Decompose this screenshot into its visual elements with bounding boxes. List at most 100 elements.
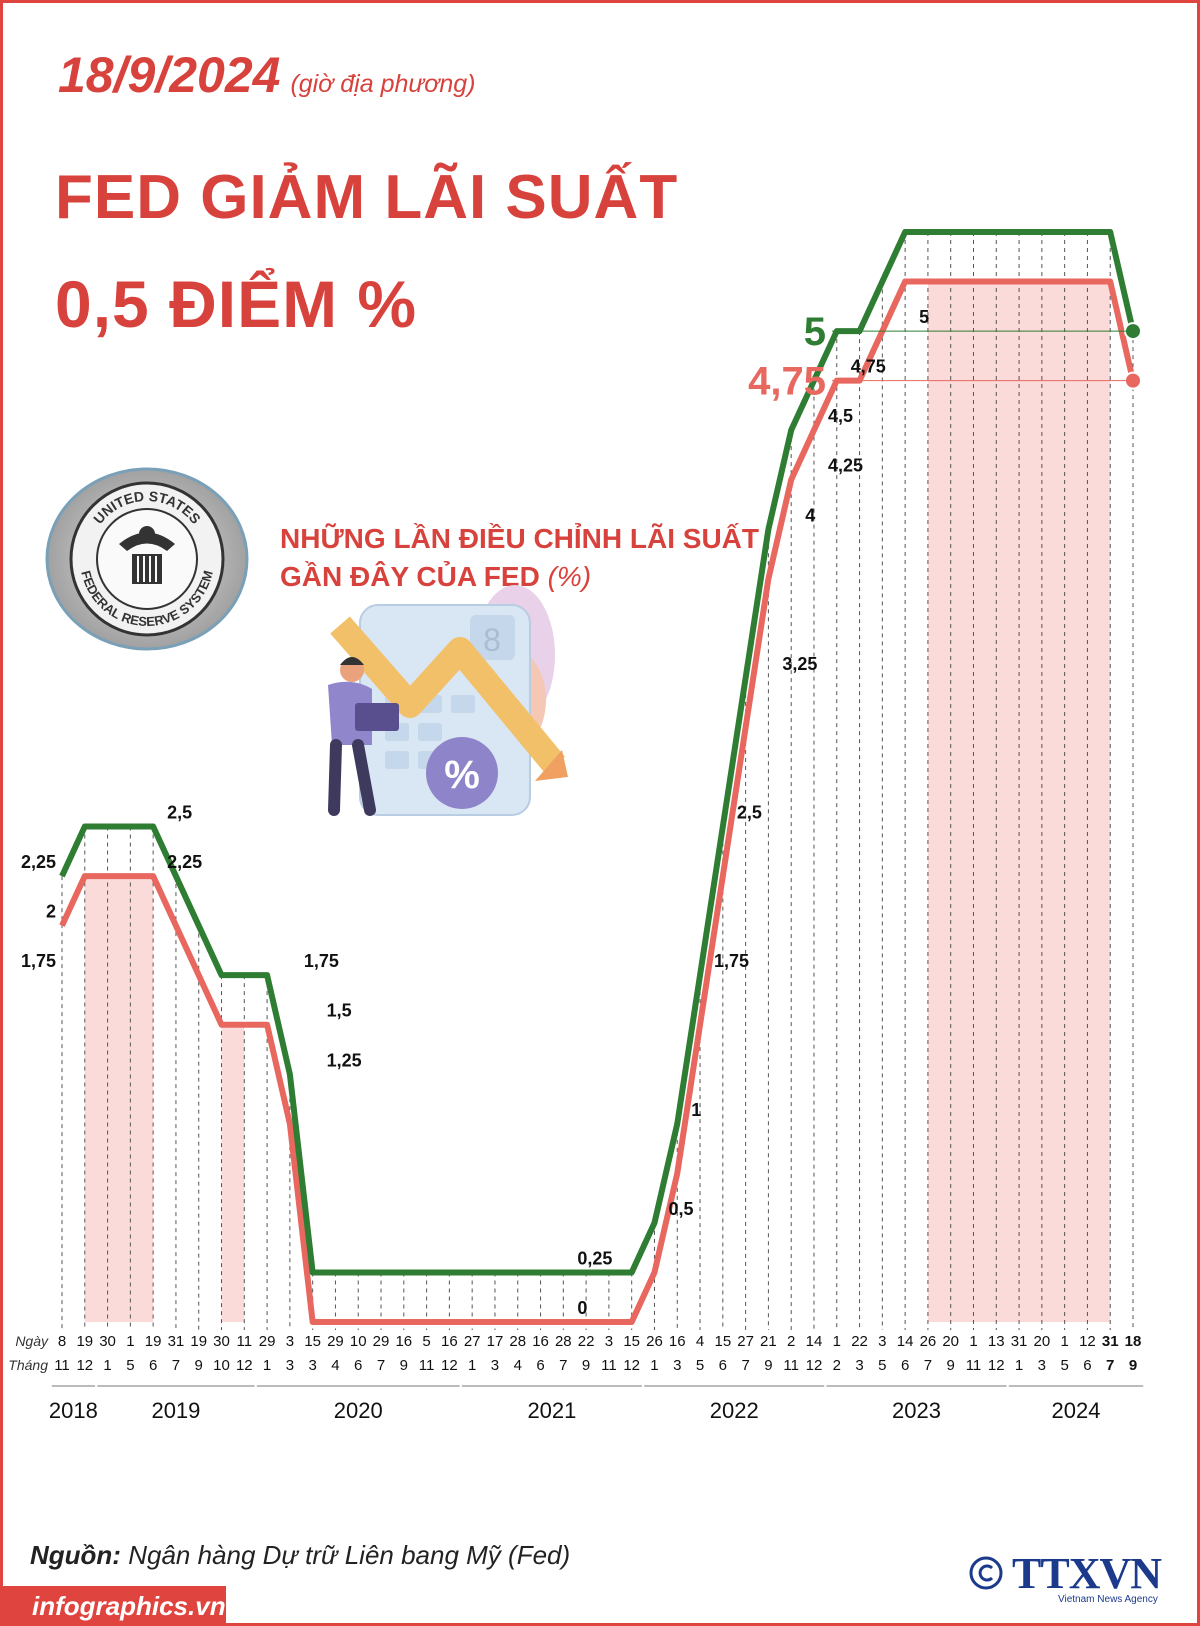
agency-subtitle: Vietnam News Agency: [1058, 1594, 1158, 1605]
tick-label-day: 14: [897, 1333, 914, 1350]
percent-badge: %: [444, 753, 480, 797]
year-label: 2022: [710, 1398, 759, 1423]
value-label: 1: [691, 1100, 701, 1120]
tick-label-day: 1: [969, 1333, 977, 1350]
value-label: 4,25: [828, 456, 863, 476]
callout-label-1: 4,75: [748, 360, 826, 404]
tick-label-month: 1: [468, 1357, 476, 1374]
tick-label-month: 11: [601, 1357, 617, 1374]
tick-label-day: 15: [304, 1333, 321, 1350]
tick-label-month: 7: [377, 1357, 385, 1374]
value-label: 0,25: [577, 1248, 612, 1268]
year-label: 2024: [1052, 1398, 1101, 1423]
value-label: 1,75: [21, 951, 56, 971]
value-label: 2,5: [167, 803, 192, 823]
tick-label-month: 6: [719, 1357, 727, 1374]
tick-label-month: 9: [947, 1357, 955, 1374]
tick-label-day: 28: [555, 1333, 572, 1350]
tick-label-month: 3: [491, 1357, 499, 1374]
source-text: Ngân hàng Dự trữ Liên bang Mỹ (Fed): [128, 1540, 571, 1570]
interest-rate-chart: 2,25 2 1,75 2,5 2,25 1,75 1,5 1,25 0,25 0 0,5 1 1,75…: [8, 229, 1144, 1423]
tick-label-day: 29: [373, 1333, 390, 1350]
tick-label-day: 16: [441, 1333, 458, 1350]
date-note: (giờ địa phương): [290, 70, 476, 98]
site-footer[interactable]: infographics.vn: [0, 1586, 226, 1626]
row-label-day: Ngày: [15, 1333, 49, 1349]
value-label: 2,25: [167, 852, 202, 872]
page-title-line2: 0,5 ĐIỂM %: [55, 267, 418, 341]
tick-label-month: 6: [149, 1357, 157, 1374]
series-line-lower: [59, 278, 1136, 1325]
tick-label-month: 11: [54, 1357, 70, 1374]
tick-label-day: 29: [259, 1333, 276, 1350]
tick-label-month: 5: [126, 1357, 134, 1374]
tick-label-month: 12: [806, 1357, 823, 1374]
tick-label-day: 16: [532, 1333, 549, 1350]
tick-label-month: 12: [236, 1357, 253, 1374]
date-line: 18/9/2024 (giờ địa phương): [58, 46, 475, 104]
tick-label-month: 2: [833, 1357, 841, 1374]
tick-label-month: 11: [966, 1357, 982, 1374]
tick-label-day: 3: [286, 1333, 294, 1350]
year-label: 2020: [334, 1398, 383, 1423]
tick-label-month: 1: [1015, 1357, 1023, 1374]
chart-subtitle-unit: (%): [547, 561, 592, 592]
tick-label-month: 3: [286, 1357, 294, 1374]
tick-label-day: 20: [942, 1333, 959, 1350]
tick-label-month: 4: [514, 1357, 522, 1374]
chart-subtitle: NHỮNG LẦN ĐIỀU CHỈNH LÃI SUẤT GẦN ĐÂY CỦ…: [280, 520, 759, 596]
year-label: 2023: [892, 1398, 941, 1423]
tick-label-day: 27: [464, 1333, 481, 1350]
tick-label-month: 11: [783, 1357, 799, 1374]
tick-label-day: 4: [696, 1333, 704, 1350]
tick-label-day: 19: [190, 1333, 207, 1350]
copyright-icon: [969, 1556, 1003, 1590]
tick-label-month: 4: [331, 1357, 339, 1374]
tick-label-month: 9: [400, 1357, 408, 1374]
tick-label-month: 5: [878, 1357, 886, 1374]
tick-label-month: 5: [1060, 1357, 1068, 1374]
calculator-display: 8: [483, 622, 501, 658]
tick-label-month: 7: [924, 1357, 932, 1374]
tick-label-month: 6: [901, 1357, 909, 1374]
tick-label-day: 1: [126, 1333, 134, 1350]
series-line-upper: [59, 229, 1136, 1276]
tick-label-day: 12: [1079, 1333, 1096, 1350]
tick-label-day: 26: [646, 1333, 663, 1350]
page-title-line1: FED GIẢM LÃI SUẤT: [55, 163, 679, 232]
shaded-band-0: [84, 876, 154, 1322]
tick-label-month: 3: [1038, 1357, 1046, 1374]
value-label: 2,5: [737, 803, 762, 823]
value-label: 4: [805, 505, 815, 525]
tick-label-day: 1: [1060, 1333, 1068, 1350]
tick-label-month: 12: [76, 1357, 93, 1374]
value-label: 3,25: [782, 654, 817, 674]
chart-value-labels: 2,25 2 1,75 2,5 2,25 1,75 1,5 1,25 0,25 0 0,5 1 1,75…: [21, 307, 1133, 1318]
tick-label-day: 1: [833, 1333, 841, 1350]
value-label: 5: [919, 307, 929, 327]
tick-label-day: 10: [350, 1333, 367, 1350]
person-with-laptop-calculator-falling-arrow-icon: 8 %: [328, 585, 568, 816]
tick-label-month: 9: [1129, 1357, 1137, 1374]
tick-label-month: 7: [172, 1357, 180, 1374]
chart-subtitle-line2: GẦN ĐÂY CỦA FED: [280, 561, 540, 592]
tick-label-month: 11: [419, 1357, 435, 1374]
tick-label-month: 6: [536, 1357, 544, 1374]
tick-label-day: 14: [806, 1333, 823, 1350]
tick-label-month: 3: [855, 1357, 863, 1374]
source-label: Nguồn:: [30, 1540, 121, 1570]
tick-label-day: 28: [509, 1333, 526, 1350]
tick-label-month: 6: [354, 1357, 362, 1374]
tick-label-day: 31: [1102, 1333, 1119, 1350]
tick-label-month: 9: [195, 1357, 203, 1374]
tick-label-day: 22: [851, 1333, 868, 1350]
tick-label-month: 1: [103, 1357, 111, 1374]
tick-label-day: 19: [76, 1333, 93, 1350]
tick-label-month: 1: [650, 1357, 658, 1374]
value-label: 1,25: [327, 1050, 362, 1070]
tick-label-day: 22: [578, 1333, 595, 1350]
tick-label-day: 19: [145, 1333, 162, 1350]
tick-label-month: 1: [263, 1357, 271, 1374]
year-label: 2021: [527, 1398, 576, 1423]
value-label: 1,75: [304, 951, 339, 971]
